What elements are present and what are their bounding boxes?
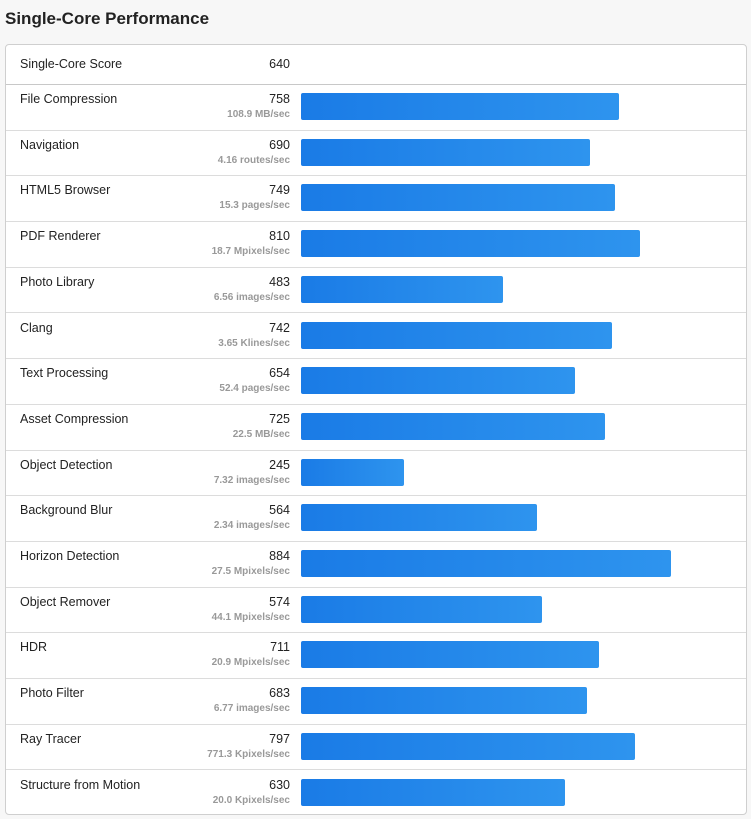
- benchmark-throughput: 6.56 images/sec: [213, 291, 290, 303]
- benchmark-name: Clang: [20, 320, 53, 335]
- benchmark-score: 654: [269, 366, 290, 381]
- benchmark-row: File Compression 758 108.9 MB/sec: [6, 85, 746, 131]
- benchmark-name: Ray Tracer: [20, 731, 82, 746]
- benchmark-name: PDF Renderer: [20, 229, 101, 244]
- benchmark-throughput: 22.5 MB/sec: [232, 428, 290, 440]
- page-title: Single-Core Performance: [5, 9, 210, 28]
- benchmark-row: Ray Tracer 797 771.3 Kpixels/sec: [6, 725, 746, 771]
- header-label: Single-Core Score: [20, 57, 123, 71]
- benchmark-row: Object Detection 245 7.32 images/sec: [6, 451, 746, 497]
- benchmark-bar: [301, 778, 565, 806]
- benchmark-row: Text Processing 654 52.4 pages/sec: [6, 359, 746, 405]
- benchmark-bar: [301, 367, 575, 395]
- benchmark-name: Object Detection: [20, 457, 113, 472]
- benchmark-score: 725: [269, 411, 290, 426]
- benchmark-row: Horizon Detection 884 27.5 Mpixels/sec: [6, 542, 746, 588]
- benchmark-row: Photo Library 483 6.56 images/sec: [6, 268, 746, 314]
- benchmark-row: Navigation 690 4.16 routes/sec: [6, 131, 746, 177]
- benchmark-bar: [301, 230, 640, 258]
- benchmark-name: Object Remover: [20, 594, 111, 609]
- benchmark-bar: [301, 732, 635, 760]
- benchmark-throughput: 20.0 Kpixels/sec: [212, 794, 290, 806]
- benchmark-score: 884: [269, 549, 290, 563]
- benchmark-score: 711: [270, 640, 290, 655]
- header-row: Single-Core Score 640: [6, 45, 746, 85]
- benchmark-table: Single-Core Score 640 File Compression 75…: [5, 44, 747, 815]
- benchmark-score: 683: [269, 686, 290, 701]
- benchmark-bar: [301, 550, 671, 577]
- benchmark-bar: [301, 458, 404, 486]
- benchmark-score: 630: [269, 777, 290, 792]
- benchmark-score: 564: [269, 503, 290, 518]
- benchmark-name: Background Blur: [20, 503, 113, 518]
- benchmark-throughput: 18.7 Mpixels/sec: [211, 246, 290, 258]
- benchmark-throughput: 27.5 Mpixels/sec: [211, 566, 290, 577]
- benchmark-row: HDR 711 20.9 Mpixels/sec: [6, 633, 746, 680]
- benchmark-score: 749: [269, 183, 290, 198]
- benchmark-bar: [301, 321, 612, 349]
- benchmark-row: Photo Filter 683 6.77 images/sec: [6, 679, 746, 725]
- benchmark-name: HTML5 Browser: [20, 183, 111, 198]
- benchmark-bar: [301, 275, 503, 303]
- benchmark-throughput: 15.3 pages/sec: [219, 200, 290, 212]
- benchmark-row: Clang 742 3.65 Klines/sec: [6, 314, 746, 360]
- benchmark-throughput: 44.1 Mpixels/sec: [211, 611, 290, 623]
- benchmark-row: Background Blur 564 2.34 images/sec: [6, 496, 746, 542]
- benchmark-score: 758: [269, 92, 290, 106]
- benchmark-score: 810: [269, 229, 290, 244]
- benchmark-throughput: 108.9 MB/sec: [227, 109, 290, 120]
- benchmark-throughput: 4.16 routes/sec: [217, 154, 290, 166]
- benchmark-row: Structure from Motion 630 20.0 Kpixels/sec: [6, 771, 746, 815]
- benchmark-score: 483: [269, 274, 290, 289]
- benchmark-name: Structure from Motion: [20, 777, 141, 792]
- benchmark-bar: [301, 687, 587, 715]
- benchmark-score: 797: [269, 731, 290, 746]
- benchmark-name: Photo Library: [20, 274, 95, 289]
- benchmark-row: PDF Renderer 810 18.7 Mpixels/sec: [6, 222, 746, 268]
- benchmark-bar: [301, 504, 537, 532]
- benchmark-row: Asset Compression 725 22.5 MB/sec: [6, 405, 746, 451]
- benchmark-throughput: 2.34 images/sec: [213, 520, 290, 532]
- benchmark-name: Asset Compression: [20, 411, 129, 426]
- benchmark-score: 574: [269, 594, 290, 609]
- benchmark-throughput: 6.77 images/sec: [213, 703, 290, 715]
- benchmark-bar: [301, 595, 542, 623]
- benchmark-name: HDR: [20, 640, 48, 655]
- benchmark-bar: [301, 184, 615, 212]
- benchmark-name: Text Processing: [20, 366, 109, 381]
- benchmark-throughput: 7.32 images/sec: [213, 474, 290, 486]
- benchmark-bar: [301, 641, 599, 669]
- benchmark-throughput: 52.4 pages/sec: [219, 383, 290, 395]
- benchmark-name: Navigation: [20, 137, 80, 152]
- benchmark-bar: [301, 138, 590, 166]
- header-score: 640: [269, 57, 290, 71]
- benchmark-throughput: 20.9 Mpixels/sec: [211, 657, 290, 669]
- benchmark-throughput: 771.3 Kpixels/sec: [207, 748, 290, 760]
- benchmark-row: Object Remover 574 44.1 Mpixels/sec: [6, 588, 746, 634]
- benchmark-throughput: 3.65 Klines/sec: [218, 337, 290, 349]
- benchmark-name: File Compression: [20, 92, 118, 106]
- benchmark-name: Horizon Detection: [20, 549, 120, 563]
- benchmark-bar: [301, 93, 619, 120]
- benchmark-score: 742: [269, 320, 290, 335]
- benchmark-score: 245: [269, 457, 290, 472]
- benchmark-bar: [301, 412, 605, 440]
- benchmark-row: HTML5 Browser 749 15.3 pages/sec: [6, 176, 746, 223]
- benchmark-name: Photo Filter: [20, 686, 84, 701]
- benchmark-score: 690: [269, 137, 290, 152]
